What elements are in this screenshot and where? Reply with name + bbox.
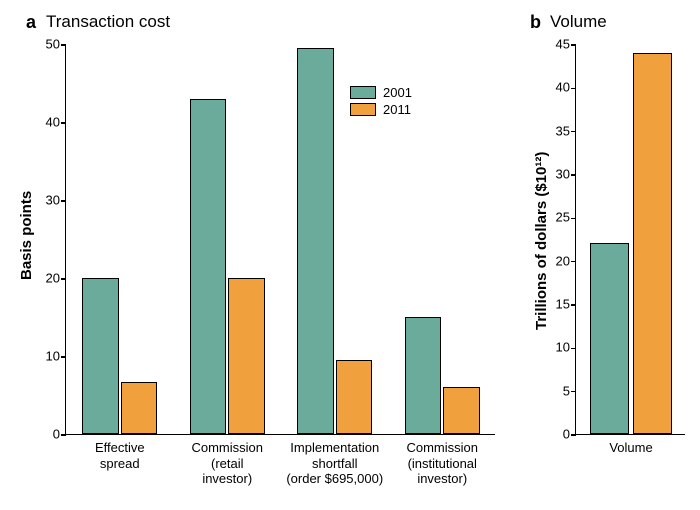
legend-item: 2001	[350, 85, 412, 100]
y-tick-label: 30	[46, 193, 60, 208]
panel-b-title: Volume	[550, 12, 607, 32]
bar	[633, 53, 673, 434]
panel-a-letter: a	[26, 12, 36, 33]
y-tick	[571, 44, 576, 46]
y-tick	[61, 278, 66, 280]
y-tick-label: 45	[556, 37, 570, 52]
panel-b-letter: b	[530, 12, 541, 33]
y-tick-label: 0	[53, 427, 60, 442]
bar	[297, 48, 334, 434]
bar	[405, 317, 442, 434]
y-tick	[61, 122, 66, 124]
x-category-label: Implementationshortfall(order $695,000)	[281, 440, 389, 487]
legend-item: 2011	[350, 102, 412, 117]
figure: a Transaction cost Basis points 01020304…	[0, 0, 700, 510]
y-tick-label: 10	[46, 349, 60, 364]
y-tick	[571, 391, 576, 393]
legend-label: 2011	[383, 102, 411, 117]
y-tick-label: 20	[46, 271, 60, 286]
y-tick	[61, 356, 66, 358]
y-tick	[571, 218, 576, 220]
bar	[590, 243, 630, 434]
legend-swatch	[350, 103, 376, 116]
y-tick-label: 20	[556, 253, 570, 268]
y-tick	[571, 174, 576, 176]
legend-swatch	[350, 86, 376, 99]
legend-label: 2001	[383, 85, 412, 100]
x-category-label: Commission(retailinvestor)	[174, 440, 282, 487]
y-tick-label: 35	[556, 123, 570, 138]
y-tick	[571, 88, 576, 90]
y-tick-label: 40	[46, 115, 60, 130]
bar	[228, 278, 265, 434]
y-tick	[571, 434, 576, 436]
y-tick	[571, 131, 576, 133]
y-tick-label: 25	[556, 210, 570, 225]
bar	[121, 382, 158, 434]
x-category-label: Commission(institutionalinvestor)	[389, 440, 497, 487]
y-tick	[571, 304, 576, 306]
y-tick-label: 15	[556, 297, 570, 312]
y-tick-label: 50	[46, 37, 60, 52]
bar	[82, 278, 119, 434]
panel-b-ylabel: Trillions of dollars ($10¹²)	[533, 152, 550, 330]
panel-b-plot: 051015202530354045Volume	[575, 45, 685, 435]
y-tick	[61, 434, 66, 436]
y-tick	[61, 200, 66, 202]
legend: 2001 2011	[350, 85, 412, 119]
x-category-label: Volume	[576, 440, 686, 456]
x-category-label: Effectivespread	[66, 440, 174, 471]
panel-a-plot: 01020304050EffectivespreadCommission(ret…	[65, 45, 495, 435]
y-tick-label: 30	[556, 167, 570, 182]
bar	[336, 360, 373, 434]
y-tick	[571, 261, 576, 263]
y-tick-label: 5	[563, 383, 570, 398]
panel-a-ylabel: Basis points	[18, 191, 35, 280]
y-tick	[571, 348, 576, 350]
y-tick-label: 0	[563, 427, 570, 442]
panel-a-title: Transaction cost	[46, 12, 170, 32]
bar	[443, 387, 480, 434]
bar	[190, 99, 227, 434]
y-tick	[61, 44, 66, 46]
y-tick-label: 10	[556, 340, 570, 355]
y-tick-label: 40	[556, 80, 570, 95]
